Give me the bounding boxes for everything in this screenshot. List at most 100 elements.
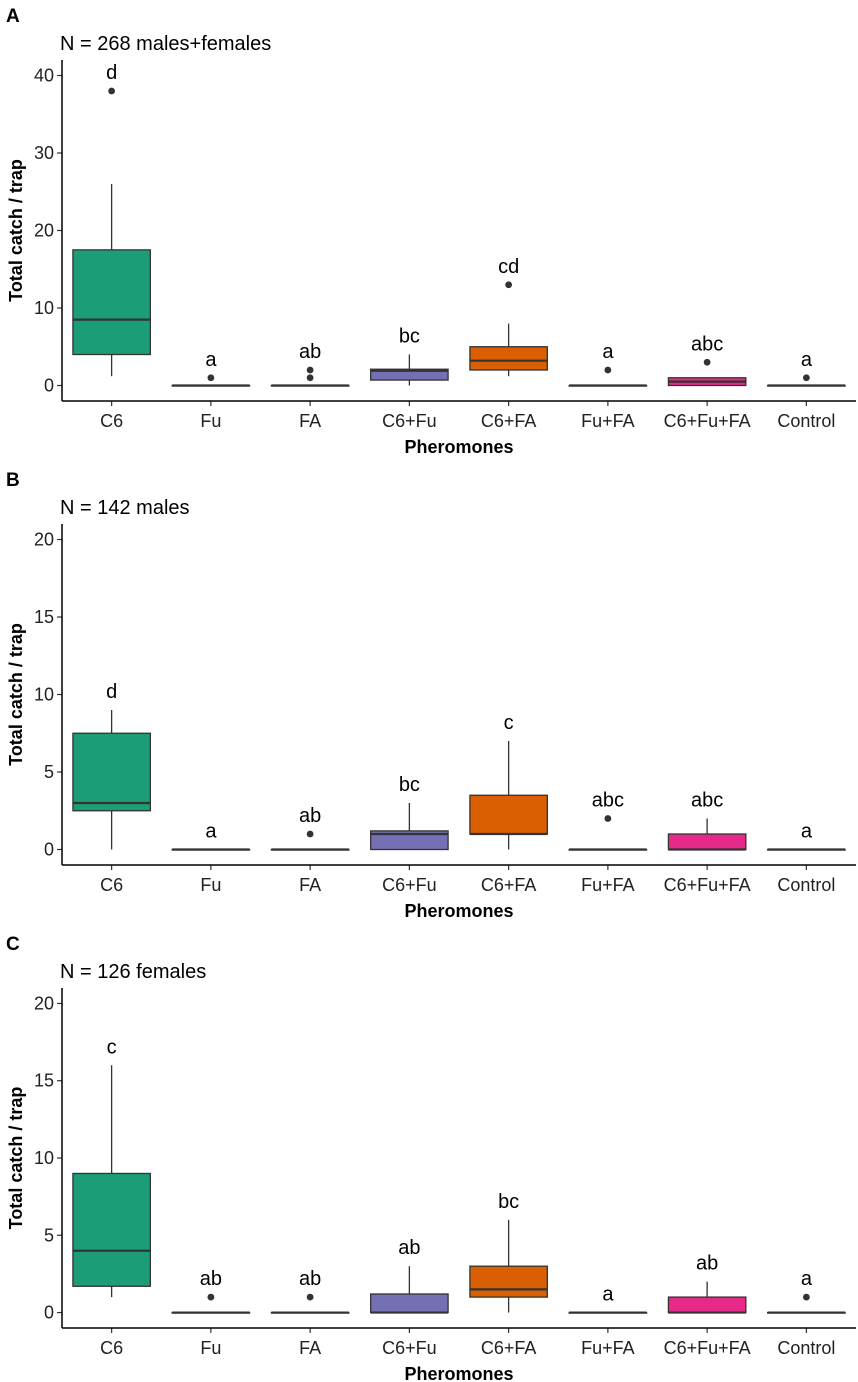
- outlier-point: [306, 1293, 314, 1301]
- y-axis-title: Total catch / trap: [6, 159, 26, 302]
- panel-a: A N = 268 males+females 0 10 20 30 40 d C6 a Fu ab F…: [6, 6, 856, 457]
- panel-letter: C: [6, 934, 20, 955]
- x-tick-label: C6+Fu+FA: [664, 1338, 751, 1358]
- significance-letter: ab: [696, 1253, 718, 1275]
- y-tick-label: 5: [44, 762, 54, 782]
- x-tick-label: C6+Fu: [382, 1338, 437, 1358]
- box-c6-fa: cd: [469, 256, 548, 377]
- x-tick-label: C6+FA: [481, 1338, 537, 1358]
- iqr-box: [469, 346, 548, 371]
- x-tick-label: FA: [299, 411, 321, 431]
- box-control: a: [767, 1268, 846, 1314]
- box-fu-fa: a: [568, 1284, 648, 1314]
- x-tick-label: C6+FA: [481, 875, 537, 895]
- box-fu-fa: abc: [568, 790, 648, 851]
- significance-letter: a: [602, 1284, 614, 1306]
- panel-c: C N = 126 females 0 5 10 15 20 c C6 ab Fu ab FA ab C6+…: [6, 934, 856, 1382]
- x-tick-label: Control: [777, 411, 835, 431]
- outlier-point: [306, 366, 314, 374]
- box-c6-fu: ab: [370, 1237, 449, 1314]
- x-axis-title: Pheromones: [404, 437, 513, 457]
- panel-title: N = 142 males: [60, 497, 190, 519]
- box-fu: ab: [171, 1268, 251, 1314]
- y-tick-label: 30: [34, 143, 54, 163]
- y-tick-label: 10: [34, 685, 54, 705]
- significance-letter: bc: [498, 1191, 519, 1213]
- significance-letter: a: [205, 821, 217, 843]
- iqr-box: [370, 830, 449, 851]
- y-tick-label: 20: [34, 221, 54, 241]
- panel-title: N = 268 males+females: [60, 33, 271, 55]
- x-tick-label: C6+Fu: [382, 411, 437, 431]
- panel-letter: B: [6, 470, 20, 491]
- x-tick-label: C6+Fu+FA: [664, 411, 751, 431]
- significance-letter: ab: [200, 1268, 222, 1290]
- box-control: a: [767, 349, 846, 387]
- x-tick-label: Fu+FA: [581, 875, 635, 895]
- x-tick-label: FA: [299, 1338, 321, 1358]
- outlier-point: [604, 815, 612, 822]
- box-fu: a: [171, 821, 251, 851]
- outlier-point: [703, 358, 711, 366]
- box-c6-fu-fa: ab: [667, 1253, 747, 1314]
- iqr-box: [370, 368, 449, 381]
- y-tick-label: 15: [34, 1071, 54, 1091]
- box-c6: c: [72, 1036, 151, 1298]
- box-fa: ab: [270, 1268, 350, 1314]
- significance-letter: a: [801, 349, 813, 371]
- x-tick-label: C6: [100, 1338, 123, 1358]
- x-tick-label: C6: [100, 411, 123, 431]
- x-tick-label: Control: [777, 1338, 835, 1358]
- panel-title: N = 126 females: [60, 961, 206, 983]
- iqr-box: [469, 794, 548, 835]
- significance-letter: d: [106, 681, 117, 703]
- iqr-box: [72, 732, 151, 812]
- box-c6: d: [72, 62, 151, 377]
- x-axis-title: Pheromones: [404, 901, 513, 921]
- outlier-point: [505, 281, 513, 289]
- y-tick-label: 20: [34, 530, 54, 550]
- significance-letter: cd: [498, 256, 519, 278]
- significance-letter: abc: [691, 333, 723, 355]
- significance-letter: a: [602, 341, 614, 363]
- x-tick-label: C6: [100, 875, 123, 895]
- x-tick-label: Control: [777, 875, 835, 895]
- significance-letter: ab: [299, 805, 321, 827]
- significance-letter: a: [801, 821, 813, 843]
- y-tick-label: 0: [44, 1303, 54, 1323]
- box-c6-fu: bc: [370, 774, 449, 851]
- significance-letter: d: [106, 62, 117, 84]
- iqr-box: [667, 1296, 747, 1314]
- iqr-box: [72, 1172, 151, 1287]
- y-tick-label: 0: [44, 840, 54, 860]
- significance-letter: a: [801, 1268, 813, 1290]
- x-tick-label: FA: [299, 875, 321, 895]
- box-c6-fu-fa: abc: [667, 790, 747, 851]
- outlier-point: [306, 830, 314, 838]
- significance-letter: ab: [299, 341, 321, 363]
- y-tick-label: 0: [44, 376, 54, 396]
- panel-letter: A: [6, 6, 20, 27]
- outlier-point: [802, 374, 810, 382]
- y-tick-label: 40: [34, 66, 54, 86]
- box-c6-fa: c: [469, 712, 548, 850]
- iqr-box: [667, 833, 747, 851]
- box-c6-fa: bc: [469, 1191, 548, 1313]
- outlier-point: [306, 374, 314, 382]
- box-fu-fa: a: [568, 341, 648, 387]
- y-tick-label: 5: [44, 1225, 54, 1245]
- significance-letter: a: [205, 349, 217, 371]
- y-axis-title: Total catch / trap: [6, 1087, 26, 1230]
- box-control: a: [767, 821, 846, 851]
- y-axis-title: Total catch / trap: [6, 623, 26, 766]
- panel-b: B N = 142 males 0 5 10 15 20 d C6 a Fu ab FA bc C6+Fu c…: [6, 470, 856, 921]
- significance-letter: ab: [398, 1237, 420, 1259]
- box-fu: a: [171, 349, 251, 387]
- significance-letter: ab: [299, 1268, 321, 1290]
- x-tick-label: Fu: [200, 411, 221, 431]
- y-tick-label: 10: [34, 1148, 54, 1168]
- x-tick-label: C6+Fu+FA: [664, 875, 751, 895]
- outlier-point: [207, 1293, 215, 1301]
- significance-letter: bc: [399, 326, 420, 348]
- significance-letter: abc: [691, 790, 723, 812]
